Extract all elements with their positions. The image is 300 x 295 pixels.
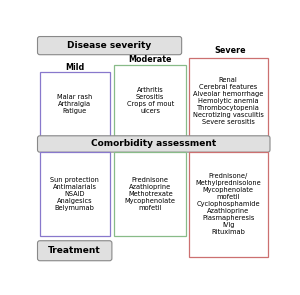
FancyBboxPatch shape bbox=[189, 152, 268, 257]
Text: Malar rash
Arthralgia
Fatigue: Malar rash Arthralgia Fatigue bbox=[57, 94, 92, 114]
FancyBboxPatch shape bbox=[38, 241, 112, 261]
Text: Prednisone/
Methylprednisolone
Mycophenolate
mofetil
Cyclophosphamide
Azathiopri: Prednisone/ Methylprednisolone Mycopheno… bbox=[195, 173, 261, 235]
Text: Renal
Cerebral features
Alveolar hemorrhage
Hemolytic anemia
Thrombocytopenia
Ne: Renal Cerebral features Alveolar hemorrh… bbox=[193, 77, 264, 125]
FancyBboxPatch shape bbox=[189, 58, 268, 145]
FancyBboxPatch shape bbox=[114, 65, 186, 137]
FancyBboxPatch shape bbox=[114, 153, 186, 236]
FancyBboxPatch shape bbox=[38, 37, 182, 55]
Text: Comorbidity assessment: Comorbidity assessment bbox=[91, 140, 216, 148]
Text: Prednisone
Azathioprine
Methotrexate
Mycophenolate
mofetil: Prednisone Azathioprine Methotrexate Myc… bbox=[125, 177, 176, 212]
FancyBboxPatch shape bbox=[40, 153, 110, 236]
Text: Moderate: Moderate bbox=[128, 55, 172, 64]
Text: Sun protection
Antimalarials
NSAID
Analgesics
Belymumab: Sun protection Antimalarials NSAID Analg… bbox=[50, 177, 99, 212]
FancyBboxPatch shape bbox=[40, 72, 110, 137]
FancyBboxPatch shape bbox=[38, 136, 270, 152]
Text: Treatment: Treatment bbox=[48, 246, 101, 255]
Text: Severe: Severe bbox=[215, 46, 246, 55]
Text: Mild: Mild bbox=[65, 63, 84, 72]
Text: Arthritis
Serositis
Crops of mout
ulcers: Arthritis Serositis Crops of mout ulcers bbox=[127, 87, 174, 114]
Text: Disease severity: Disease severity bbox=[68, 41, 152, 50]
